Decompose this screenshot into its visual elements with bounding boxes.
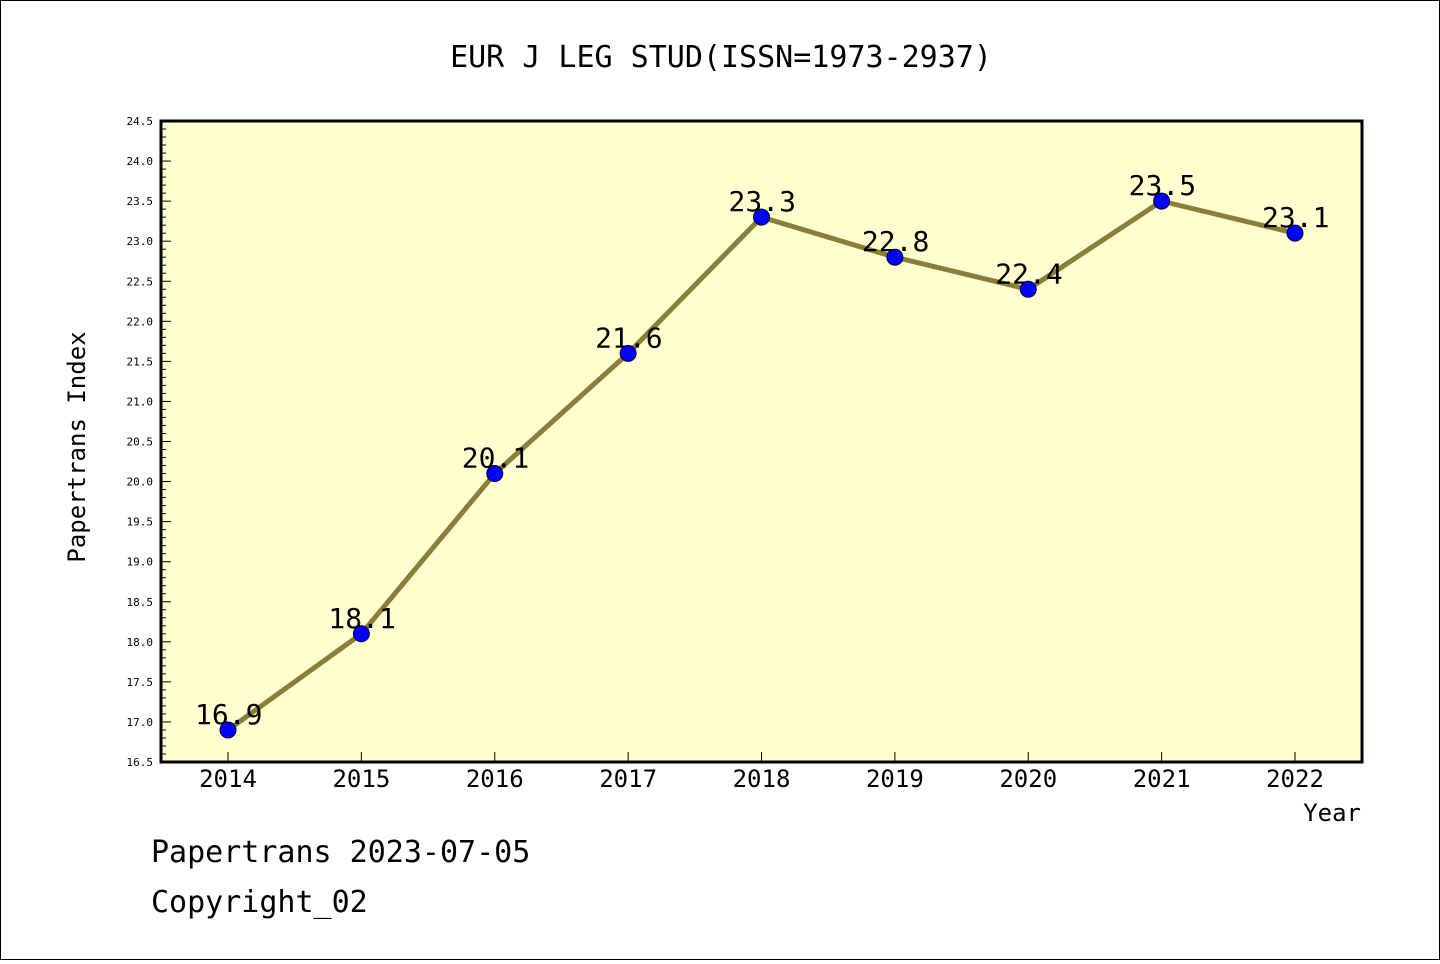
y-tick-label: 23.0	[127, 235, 154, 248]
y-tick-label: 24.0	[127, 155, 154, 168]
data-point	[1019, 280, 1037, 298]
y-tick-label: 21.5	[127, 355, 154, 368]
y-tick-label: 19.0	[127, 556, 154, 569]
data-point	[1153, 192, 1171, 210]
x-tick-label: 2022	[1266, 765, 1324, 793]
plot-border	[159, 119, 1364, 764]
y-tick-label: 22.5	[127, 275, 154, 288]
chart-title: EUR J LEG STUD(ISSN=1973-2937)	[450, 40, 992, 75]
y-tick-label: 20.5	[127, 436, 154, 449]
x-tick-label: 2015	[332, 765, 390, 793]
y-tick-label: 17.5	[127, 676, 154, 689]
x-tick-label: 2019	[866, 765, 924, 793]
y-tick-label: 24.5	[127, 115, 154, 128]
data-point	[352, 625, 370, 643]
y-tick-label: 18.0	[127, 636, 154, 649]
y-tick-label: 20.0	[127, 476, 154, 489]
data-point	[886, 248, 904, 266]
data-point	[486, 465, 504, 483]
y-axis: 16.5 17.0 17.5 18.0 18.5 19.0 19.5 20.0 20.5 21.0…	[127, 115, 171, 769]
data-point	[753, 208, 770, 226]
plot-area	[161, 121, 1362, 762]
x-axis: 2014 2015 2016 2017 2018 2019 2020 2021 2022	[199, 752, 1324, 793]
x-tick-label: 2017	[599, 765, 657, 793]
data-point	[619, 344, 637, 362]
data-point	[219, 721, 237, 739]
y-axis-label: Papertrans Index	[63, 331, 91, 562]
y-tick-label: 23.5	[127, 195, 154, 208]
y-tick-label: 17.0	[127, 716, 154, 729]
data-point	[1286, 224, 1304, 242]
y-tick-label: 18.5	[127, 596, 154, 609]
footer-copyright: Copyright_02	[151, 885, 368, 920]
x-tick-label: 2016	[466, 765, 524, 793]
y-tick-label: 16.5	[127, 756, 154, 769]
y-tick-label: 22.0	[127, 315, 154, 328]
footer-date: Papertrans 2023-07-05	[151, 835, 531, 870]
x-tick-label: 2014	[199, 765, 257, 793]
y-tick-label: 21.0	[127, 395, 154, 408]
x-tick-label: 2021	[1133, 765, 1191, 793]
x-tick-label: 2020	[999, 765, 1057, 793]
y-tick-label: 19.5	[127, 516, 154, 529]
x-tick-label: 2018	[733, 765, 791, 793]
data-labels: 16.918.120.121.623.322.822.423.523.1	[195, 169, 1329, 739]
x-axis-label: Year	[1303, 799, 1361, 827]
